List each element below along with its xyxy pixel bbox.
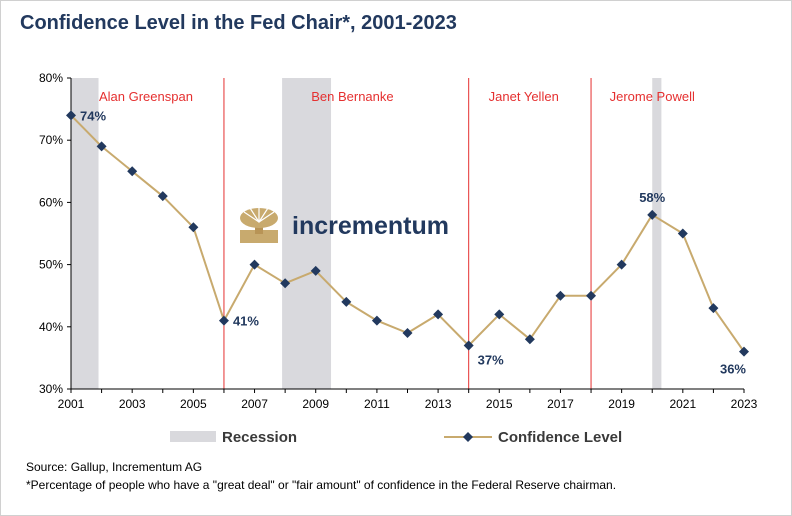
data-point-marker	[218, 315, 229, 326]
chair-divider-lines	[223, 78, 592, 389]
data-point-marker	[310, 265, 321, 276]
logo-wordmark: incrementum	[292, 212, 449, 240]
data-point-marker	[647, 209, 658, 220]
data-point-marker	[463, 340, 474, 351]
x-tick-label: 2007	[241, 397, 268, 411]
data-point-marker	[739, 346, 749, 357]
x-tick-label: 2017	[547, 397, 574, 411]
x-tick-label: 2019	[608, 397, 635, 411]
data-point-marker	[524, 334, 535, 345]
data-point-marker	[96, 141, 107, 152]
data-point-marker	[157, 191, 168, 202]
data-point-marker	[371, 315, 382, 326]
incrementum-logo: incrementum	[240, 207, 449, 243]
series-confidence-level	[66, 110, 749, 357]
data-point-marker	[616, 259, 627, 270]
data-point-marker	[433, 309, 444, 320]
y-tick-label: 70%	[39, 133, 63, 147]
chair-labels: Alan Greenspan Ben Bernanke Janet Yellen Je…	[99, 89, 695, 104]
recession-band	[652, 78, 662, 389]
data-point-marker	[708, 303, 719, 314]
legend: Recession Confidence Level	[170, 429, 622, 446]
data-point-marker	[249, 259, 260, 270]
x-tick-label: 2009	[302, 397, 329, 411]
legend-confidence-label: Confidence Level	[498, 429, 622, 446]
y-tick-label: 30%	[39, 382, 63, 396]
chart-title: Confidence Level in the Fed Chair*, 2001…	[20, 12, 457, 34]
recession-band	[71, 78, 99, 389]
chair-label: Janet Yellen	[489, 89, 559, 104]
tree-logo-icon	[240, 207, 278, 243]
y-tick-label: 50%	[39, 258, 63, 272]
data-label: 36%	[720, 362, 746, 377]
data-point-marker	[127, 166, 138, 177]
y-tick-label: 40%	[39, 320, 63, 334]
footnote: *Percentage of people who have a "great …	[26, 478, 617, 492]
data-point-marker	[586, 290, 597, 301]
source-note: Source: Gallup, Incrementum AG	[26, 460, 203, 474]
legend-recession-label: Recession	[222, 429, 297, 446]
data-label: 74%	[80, 108, 106, 123]
data-label: 41%	[233, 314, 259, 329]
y-tick-label: 60%	[39, 195, 63, 209]
x-tick-label: 2005	[180, 397, 207, 411]
x-tick-label: 2023	[731, 397, 758, 411]
data-point-marker	[66, 110, 76, 121]
x-tick-label: 2013	[425, 397, 452, 411]
data-label: 37%	[478, 352, 504, 367]
x-tick-label: 2003	[119, 397, 146, 411]
axes: 30% 40% 50% 60% 70% 80% 2001 2003 2005 2007 2009 20…	[39, 71, 758, 411]
data-point-marker	[555, 290, 566, 301]
data-point-marker	[280, 278, 291, 289]
x-tick-label: 2015	[486, 397, 513, 411]
chair-label: Alan Greenspan	[99, 89, 193, 104]
data-point-marker	[341, 296, 352, 307]
data-label: 58%	[639, 190, 665, 205]
recession-bands	[71, 78, 662, 389]
x-tick-label: 2001	[58, 397, 85, 411]
data-point-marker	[677, 228, 688, 239]
x-tick-label: 2021	[669, 397, 696, 411]
x-tick-label: 2011	[364, 397, 390, 411]
chair-label: Ben Bernanke	[311, 89, 393, 104]
chair-label: Jerome Powell	[610, 89, 695, 104]
legend-recession-swatch	[170, 431, 216, 442]
data-point-marker	[494, 309, 505, 320]
legend-marker	[463, 432, 473, 442]
y-tick-label: 80%	[39, 71, 63, 85]
data-point-marker	[188, 222, 199, 233]
recession-band	[282, 78, 332, 389]
data-point-marker	[402, 328, 413, 339]
data-labels: 74% 41% 37% 58% 36%	[80, 108, 746, 376]
